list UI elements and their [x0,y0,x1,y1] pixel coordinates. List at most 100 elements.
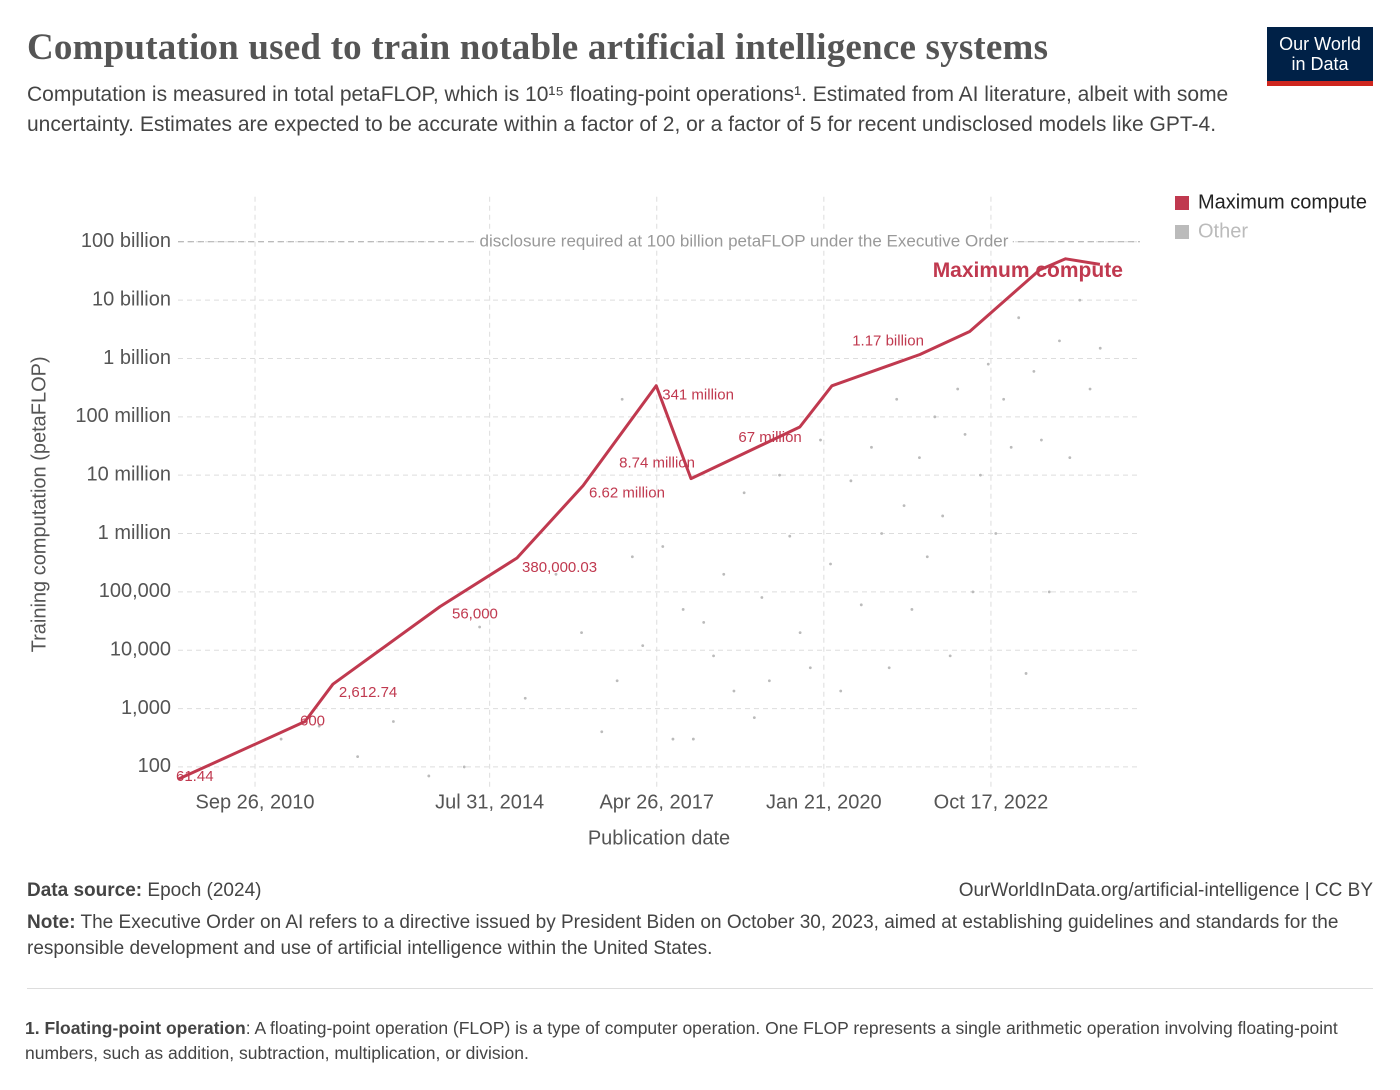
data-point [641,644,645,648]
annotation: disclosure required at 100 billion petaF… [480,231,1009,250]
y-tick-label: 1 billion [103,347,171,369]
legend-swatch [1175,196,1189,210]
data-point [722,572,726,576]
footnote: 1. Floating-point operation: A floating-… [25,1016,1365,1066]
data-point [671,737,675,741]
y-tick-label: 10,000 [110,639,171,661]
data-point [971,590,975,594]
data-point [691,737,695,741]
data-point [819,438,822,442]
data-point [391,720,395,723]
data-label: 8.74 million [619,455,695,472]
data-label: 380,000.03 [522,559,597,576]
data-point [887,666,891,670]
data-point [742,491,746,495]
y-tick-label: 10 billion [92,288,171,310]
data-point [839,689,843,693]
data-point [1098,346,1102,350]
data-point [941,514,945,518]
note: Note: The Executive Order on AI refers t… [27,910,1347,962]
data-point [1002,397,1006,401]
data-point [956,387,960,391]
data-label: 600 [300,712,325,729]
data-point [478,625,482,629]
data-point [925,555,929,559]
data-point [620,397,624,401]
data-point [979,473,982,477]
data-point [760,596,764,599]
x-axis-label: Publication date [588,827,730,849]
source-url[interactable]: OurWorldInData.org/artificial-intelligen… [958,880,1373,901]
data-point [732,689,736,693]
data-point [910,608,914,611]
data-point [580,631,583,635]
data-point [870,445,873,449]
data-point [880,532,884,535]
data-point [752,716,756,720]
data-point [798,631,802,635]
series-label: Maximum compute [933,259,1123,282]
data-point [895,397,899,401]
data-point [681,608,685,611]
data-point [702,620,706,624]
x-tick-label: Apr 26, 2017 [599,791,714,813]
data-point [902,504,906,508]
data-label: 6.62 million [589,485,665,502]
footnote-text: : A floating-point operation (FLOP) is a… [25,1018,1338,1063]
y-tick-label: 10 million [87,463,171,485]
data-point [1068,456,1072,460]
y-tick-label: 100 [138,755,171,777]
data-point [986,362,990,366]
data-point [829,562,832,566]
divider [27,988,1373,989]
data-label: 67 million [738,429,801,446]
data-point [808,666,812,670]
data-point [767,679,771,683]
data-label: 2,612.74 [339,684,397,701]
source-text: Epoch (2024) [147,880,262,901]
data-point [462,765,466,769]
data-point [918,456,921,460]
legend-label: Other [1198,220,1248,242]
data-label: 61.44 [176,768,214,785]
annotation-bg [475,231,1013,251]
data-source: Data source: Epoch (2024) [27,880,261,902]
data-point [356,755,360,759]
data-point [1032,370,1036,373]
data-point [1024,672,1028,675]
data-point [600,730,604,734]
data-point [630,555,634,559]
x-tick-label: Sep 26, 2010 [196,791,315,813]
data-point [1047,590,1051,594]
data-point [661,545,665,548]
data-point [1078,298,1082,302]
data-point [994,532,998,535]
data-point [859,603,863,607]
data-point [778,473,781,477]
y-tick-label: 100,000 [99,580,171,602]
data-point [1009,445,1013,449]
subtitle: Computation is measured in total petaFLO… [27,83,1229,136]
legend-swatch [1175,225,1189,239]
data-point [1040,438,1043,442]
data-label: 1.17 billion [852,332,924,349]
y-tick-label: 1 million [98,522,171,544]
data-point [554,572,558,576]
y-tick-label: 1,000 [121,697,171,719]
data-point [948,654,952,658]
data-point [1017,316,1021,320]
x-tick-label: Jul 31, 2014 [435,791,544,813]
data-label: 56,000 [452,606,498,623]
data-point [1088,387,1092,391]
data-point [279,737,283,741]
note-label: Note: [27,912,76,933]
logo[interactable]: Our World in Data [1267,27,1373,86]
source-label: Data source: [27,880,143,901]
y-axis-label: Training computation (petaFLOP) [28,356,50,652]
data-point [523,696,527,700]
x-tick-label: Oct 17, 2022 [934,791,1049,813]
data-point [963,432,967,436]
series-line [177,257,1101,781]
